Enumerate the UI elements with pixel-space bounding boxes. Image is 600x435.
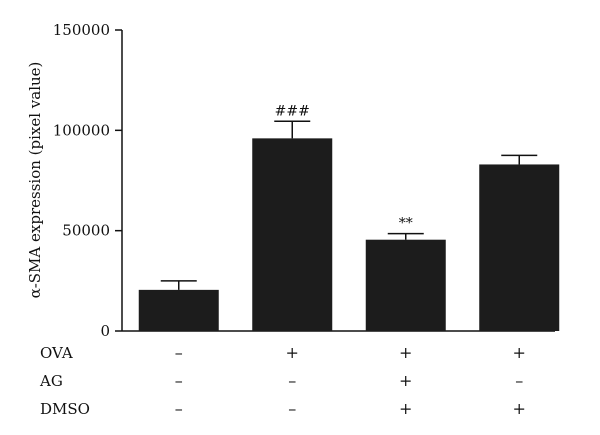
y-tick-label: 0 (100, 322, 110, 340)
condition-cell: – (175, 343, 183, 362)
condition-cell: + (399, 371, 412, 390)
condition-label: OVA (40, 344, 73, 362)
condition-cell: – (288, 371, 296, 390)
bar (479, 164, 560, 331)
condition-cell: + (513, 399, 526, 418)
condition-cell: + (286, 343, 299, 362)
condition-cell: – (288, 399, 296, 418)
bar (252, 138, 333, 331)
condition-table: OVA – + + + AG – – + – DMSO – – + + (39, 343, 526, 418)
y-tick-label: 100000 (53, 121, 110, 139)
condition-cell: – (175, 371, 183, 390)
bar (138, 289, 219, 331)
condition-cell: – (175, 399, 183, 418)
condition-label: DMSO (40, 400, 90, 418)
significance-label: ### (275, 103, 310, 119)
condition-label: AG (39, 372, 63, 390)
condition-cell: + (399, 399, 412, 418)
condition-cell: + (513, 343, 526, 362)
y-tick-label: 50000 (62, 222, 110, 240)
condition-cell: + (399, 343, 412, 362)
plot-area: 0 50000 100000 150000 ### ** (53, 21, 560, 340)
y-axis-title: α-SMA expression (pixel value) (26, 62, 44, 299)
condition-cell: – (515, 371, 523, 390)
significance-label: ** (399, 216, 413, 232)
y-tick-label: 150000 (53, 21, 110, 39)
bar (365, 239, 446, 331)
